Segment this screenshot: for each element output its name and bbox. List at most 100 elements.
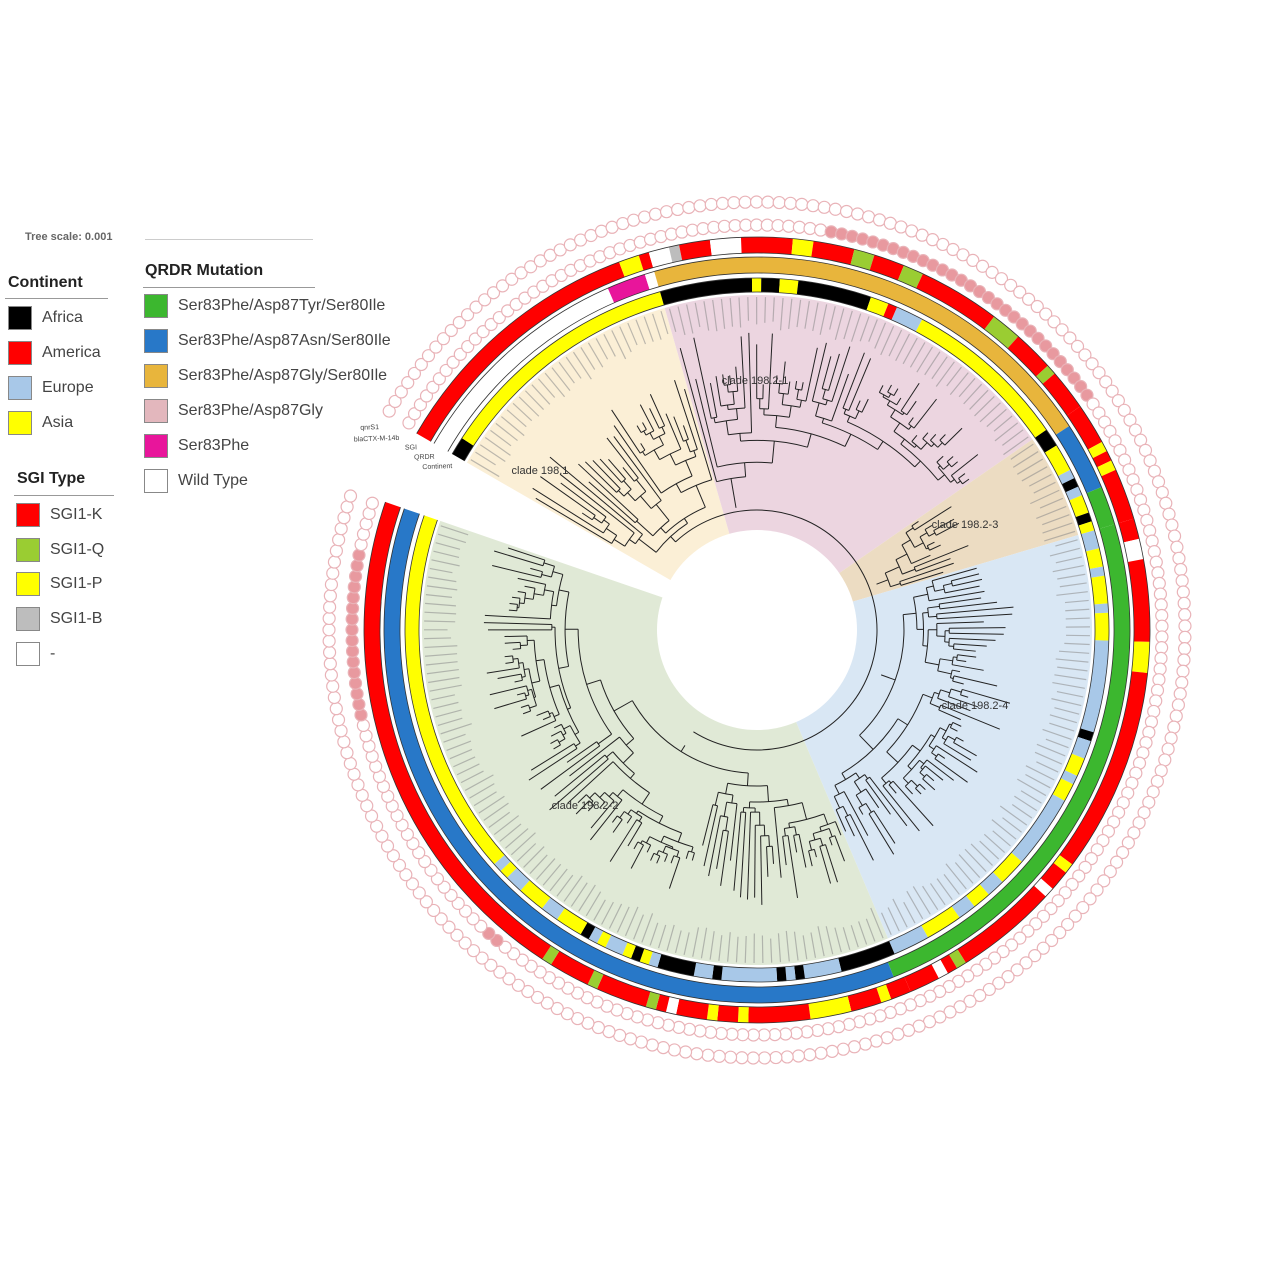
tree-branch — [562, 732, 567, 736]
qnrs1-ring-marker — [434, 912, 448, 926]
tip-label — [729, 298, 734, 327]
tip-label — [523, 846, 545, 868]
tree-branch — [638, 816, 643, 822]
continent-ring-segment — [1094, 603, 1109, 614]
tree-branch — [853, 781, 862, 793]
tree-branch — [532, 487, 604, 534]
tree-branch — [670, 855, 675, 864]
tip-label — [649, 922, 659, 946]
tree-branch — [708, 815, 721, 877]
tree-branch — [517, 577, 546, 585]
tip-label — [619, 326, 632, 353]
tree-branch — [720, 831, 729, 886]
qnrs1-ring-marker — [1174, 562, 1188, 577]
sgi-ring-segment — [638, 252, 654, 271]
tree-branch — [511, 596, 521, 599]
tip-label — [531, 384, 551, 405]
continent-ring-segment — [520, 880, 551, 909]
tree-branch — [811, 342, 827, 402]
qnrs1-ring-marker — [850, 207, 865, 221]
qnrs1-ring-marker — [399, 868, 413, 882]
qnrs1-ring-marker — [1045, 933, 1059, 948]
qnrs1-ring-marker — [1004, 278, 1018, 292]
qnrs1-ring-marker — [329, 544, 343, 558]
tip-label — [1057, 573, 1086, 580]
tree-branch — [685, 850, 690, 859]
tree-branch — [953, 656, 958, 658]
qrdr-ring-segment — [433, 288, 615, 452]
blactx-ring-marker — [821, 1022, 835, 1036]
qnrs1-ring-marker — [326, 566, 340, 580]
legend-swatch — [144, 469, 168, 493]
tree-branch — [949, 627, 1006, 629]
tree-branch — [834, 791, 845, 797]
qnrs1-ring-marker — [1068, 909, 1082, 923]
tree-branch — [924, 524, 933, 530]
tip-label — [812, 302, 819, 332]
blactx-ring-marker — [1090, 843, 1104, 857]
legend-swatch — [8, 306, 32, 330]
tree-branch — [953, 648, 976, 652]
tree-branch — [809, 837, 821, 842]
tree-branch — [951, 454, 979, 476]
tree-branch — [865, 779, 891, 815]
qnrs1-ring-marker — [769, 1050, 783, 1065]
tip-label — [544, 372, 566, 398]
tree-branch — [739, 812, 747, 898]
sgi-ring-segment — [645, 991, 660, 1010]
tree-branch — [521, 675, 526, 678]
tree-branch — [725, 420, 729, 435]
tip-label — [1059, 582, 1087, 588]
continent-ring-segment — [1090, 575, 1108, 605]
qnrs1-ring-marker — [458, 936, 472, 950]
tip-label — [870, 907, 884, 939]
tree-branch — [685, 460, 693, 477]
blactx-ring-marker — [979, 957, 993, 971]
tree-branch — [489, 685, 527, 696]
tree-branch — [911, 521, 919, 527]
tip-label — [424, 653, 458, 657]
tip-label — [565, 356, 582, 379]
tree-branch — [922, 693, 933, 699]
qnrs1-ring-marker — [1167, 720, 1181, 734]
tree-branch — [825, 399, 828, 405]
qnrs1-ring-marker — [616, 216, 630, 231]
sgi-ring-segment — [948, 949, 966, 969]
clade-label: clade 198.2-2 — [552, 800, 619, 812]
qnrs1-ring-marker — [382, 404, 396, 418]
tree-branch — [854, 410, 860, 419]
qnrs1-ring-marker — [1155, 485, 1169, 500]
tip-label — [516, 843, 537, 862]
qnrs1-ring-marker — [322, 634, 336, 648]
tree-branch — [925, 661, 940, 666]
blactx-ring-marker — [1147, 545, 1161, 559]
sgi-ring-segment — [916, 273, 995, 330]
tree-branch — [754, 825, 756, 898]
qnrs1-ring-marker — [322, 611, 336, 626]
continent-ring-segment — [506, 867, 530, 891]
tree-branch — [936, 613, 1013, 620]
blactx-ring-marker — [354, 708, 368, 722]
qnrs1-ring-marker — [953, 1000, 967, 1014]
tree-branch — [778, 392, 789, 395]
tip-label — [425, 661, 458, 666]
tree-branch — [560, 482, 607, 518]
tree-branch — [695, 378, 718, 468]
tip-label — [624, 906, 639, 937]
blactx-ring-marker — [350, 559, 364, 573]
tree-branch — [858, 802, 867, 809]
legend-swatch — [16, 572, 40, 597]
tip-label — [428, 676, 460, 684]
tip-label — [930, 883, 946, 906]
legend-item-ser83phe-asp87gly: Ser83Phe/Asp87Gly — [144, 399, 323, 423]
sgi-ring-segment — [596, 974, 651, 1007]
tree-branch — [608, 792, 614, 797]
tree-branches — [483, 332, 1014, 905]
legend-swatch — [144, 434, 168, 458]
legend-label: Ser83Phe/Asp87Asn/Ser80Ile — [178, 332, 391, 349]
qrdr-ring-segment — [1086, 487, 1115, 529]
tree-branch — [533, 696, 536, 699]
tree-branch — [893, 422, 901, 432]
legend-item-asia: Asia — [8, 411, 73, 435]
tree-branch — [944, 427, 963, 446]
